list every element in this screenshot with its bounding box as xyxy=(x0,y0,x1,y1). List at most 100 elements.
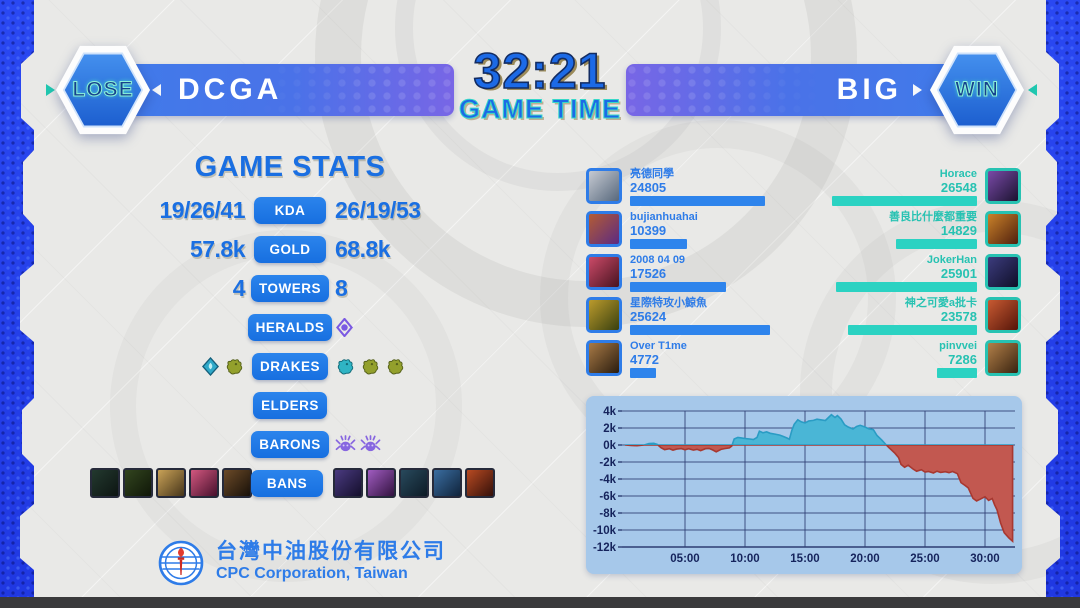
baron-icon xyxy=(335,435,356,454)
player-avatar xyxy=(985,254,1021,290)
player-damage-bar xyxy=(630,368,656,378)
win-badge: WIN xyxy=(929,44,1025,136)
player-avatar xyxy=(586,168,622,204)
player-avatar xyxy=(985,168,1021,204)
player-avatar xyxy=(985,340,1021,376)
bottom-letterbox-bar xyxy=(0,597,1080,608)
stat-value-right: 8 xyxy=(335,275,348,301)
player-row: 神之可愛a批卡 23578 xyxy=(743,297,1021,335)
player-damage-value: 10399 xyxy=(630,223,667,238)
player-damage-value: 17526 xyxy=(630,266,667,281)
player-damage-value: 14829 xyxy=(940,223,977,238)
player-damage-bar xyxy=(848,325,977,335)
player-row: 亮德同學 24805 xyxy=(586,168,886,206)
player-damage-bar xyxy=(937,368,977,378)
ban-champion-thumb xyxy=(156,468,186,498)
stat-left-cell: 19/26/41 xyxy=(120,197,245,224)
player-damage-bar xyxy=(630,239,687,249)
stat-right-cell xyxy=(335,435,460,454)
svg-text:-8k: -8k xyxy=(599,508,616,520)
player-damage-value: 25901 xyxy=(940,266,977,281)
stat-label-cell: HERALDS xyxy=(245,314,335,341)
svg-text:-2k: -2k xyxy=(599,457,616,469)
gold-chart-svg: 4k 2k 0k -2k -4k -6k -8k -10k -12k 05:00 10:00 15:0… xyxy=(593,406,1015,565)
stat-value-left: 4 xyxy=(232,275,246,301)
player-name: 善良比什麼都重要 xyxy=(889,211,977,223)
player-name: 2008 04 09 xyxy=(630,254,686,266)
stat-right-cell: 26/19/53 xyxy=(335,197,460,224)
player-name: 亮德同學 xyxy=(630,168,674,180)
stat-label-cell: BARONS xyxy=(245,431,335,458)
player-name: Over T1me xyxy=(630,340,687,352)
stat-label-heralds: HERALDS xyxy=(247,314,333,341)
stat-row-kda: 19/26/41 KDA 26/19/53 xyxy=(120,191,460,230)
player-info: 2008 04 09 17526 xyxy=(630,254,886,292)
player-damage-bar xyxy=(896,239,977,249)
ocean-diamond-icon xyxy=(201,357,220,376)
stats-rows: 19/26/41 KDA 26/19/53 57.8k GOLD 68.8k 4 TOWERS… xyxy=(120,191,460,464)
svg-text:4k: 4k xyxy=(603,406,616,418)
stat-row-elders: ELDERS xyxy=(120,386,460,425)
stat-right-cell xyxy=(335,318,460,337)
stat-label-towers: TOWERS xyxy=(250,275,329,302)
player-row: JokerHan 25901 xyxy=(743,254,1021,292)
player-damage-bar xyxy=(836,282,977,292)
svg-text:20:00: 20:00 xyxy=(850,553,879,565)
stat-label-cell: ELDERS xyxy=(245,392,335,419)
player-name: 神之可愛a批卡 xyxy=(904,297,977,309)
team-right-name: BIG xyxy=(836,73,902,106)
stat-left-cell xyxy=(120,357,245,377)
player-avatar xyxy=(586,254,622,290)
ban-champion-thumb xyxy=(189,468,219,498)
ban-champion-thumb xyxy=(465,468,495,498)
player-damage-value: 7286 xyxy=(948,352,977,367)
players-right: Horace 26548 善良比什麼都重要 14829 JokerHan 25901 神之可… xyxy=(743,168,1021,378)
player-damage-value: 25624 xyxy=(630,309,667,324)
game-time-value: 32:21 xyxy=(473,42,607,100)
svg-text:-4k: -4k xyxy=(599,474,616,486)
stat-label-gold: GOLD xyxy=(254,236,326,263)
ban-champion-thumb xyxy=(399,468,429,498)
player-row: 善良比什麼都重要 14829 xyxy=(743,211,1021,249)
player-avatar xyxy=(985,297,1021,333)
stat-label-cell: KDA xyxy=(245,197,335,224)
player-avatar xyxy=(586,340,622,376)
player-name: JokerHan xyxy=(926,254,977,266)
baron-icon xyxy=(360,435,381,454)
stat-row-barons: BARONS xyxy=(120,425,460,464)
player-row: pinvvei 7286 xyxy=(743,340,1021,378)
svg-text:15:00: 15:00 xyxy=(790,553,819,565)
right-inner-arrow-icon xyxy=(913,84,922,96)
stat-right-cell xyxy=(335,357,460,377)
stat-left-cell: 57.8k xyxy=(120,236,246,263)
svg-text:25:00: 25:00 xyxy=(910,553,939,565)
team-left-name: DCGA xyxy=(178,73,283,106)
player-row: 2008 04 09 17526 xyxy=(586,254,886,292)
stat-label-cell: GOLD xyxy=(245,236,335,263)
svg-text:-12k: -12k xyxy=(593,542,617,554)
stat-label-barons: BARONS xyxy=(251,431,329,458)
svg-text:-10k: -10k xyxy=(593,525,617,537)
player-row: Over T1me 4772 xyxy=(586,340,886,378)
right-edge-decoration xyxy=(1040,0,1080,597)
team-right-bar: BIG xyxy=(626,64,984,116)
right-outer-arrow-icon xyxy=(1028,84,1037,96)
sponsor-name-en: CPC Corporation, Taiwan xyxy=(216,565,408,582)
ban-champion-thumb xyxy=(90,468,120,498)
player-name: 星際特攻小鯨魚 xyxy=(630,297,707,309)
left-edge-decoration xyxy=(0,0,34,597)
stat-left-cell: 4 xyxy=(120,275,246,302)
player-avatar xyxy=(586,211,622,247)
green-drake-icon xyxy=(224,357,245,377)
player-damage-value: 26548 xyxy=(940,180,977,195)
stat-row-heralds: HERALDS xyxy=(120,308,460,347)
svg-text:30:00: 30:00 xyxy=(970,553,999,565)
player-info: 亮德同學 24805 xyxy=(630,168,886,206)
player-row: bujianhuahai 10399 xyxy=(586,211,886,249)
player-damage-value: 24805 xyxy=(630,180,667,195)
win-badge-label: WIN xyxy=(955,78,999,102)
stat-label-cell: TOWERS xyxy=(245,275,335,302)
stats-title: GAME STATS xyxy=(194,151,386,183)
player-info: Horace 26548 xyxy=(743,168,977,206)
